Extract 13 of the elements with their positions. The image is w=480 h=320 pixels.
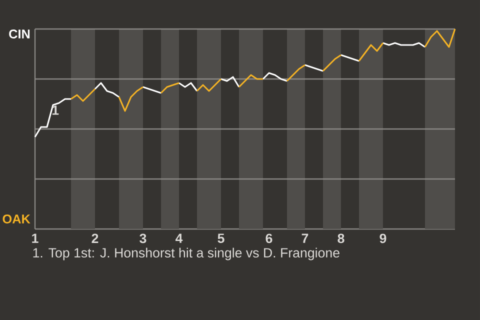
x-tick-label: 7 <box>302 234 308 243</box>
x-tick-label: 2 <box>92 234 98 244</box>
x-tick-label: 6 <box>266 234 272 244</box>
x-tick-label: 3 <box>140 234 146 244</box>
x-tick-label: 1 <box>32 234 38 243</box>
annotation: 1 <box>52 106 59 115</box>
x-tick-label: 9 <box>380 234 386 244</box>
text: CIN <box>9 30 30 38</box>
x-tick-label: 5 <box>218 234 224 243</box>
x-tick-label: 4 <box>176 234 183 243</box>
text: OAK <box>2 214 30 224</box>
text: 1. Top 1st: J. Honshorst hit a single vs D. Frangione <box>33 248 340 260</box>
x-tick-label: 8 <box>338 234 344 244</box>
